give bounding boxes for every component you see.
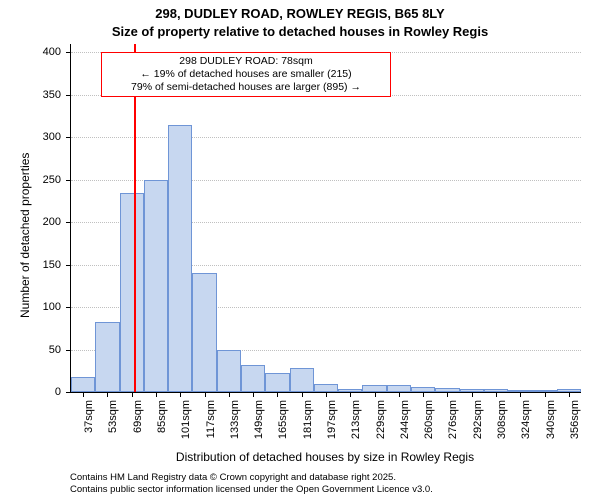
x-tick-mark [423, 392, 424, 397]
histogram-bar [290, 368, 314, 392]
x-tick-mark [520, 392, 521, 397]
y-tick-label: 250 [43, 174, 71, 186]
x-tick-mark [302, 392, 303, 397]
y-tick-label: 300 [43, 131, 71, 143]
x-tick-mark [107, 392, 108, 397]
x-tick-label: 356sqm [569, 400, 581, 439]
x-tick-mark [545, 392, 546, 397]
x-tick-label: 69sqm [132, 400, 144, 433]
x-tick-mark [350, 392, 351, 397]
chart-title-line1: 298, DUDLEY ROAD, ROWLEY REGIS, B65 8LY [0, 6, 600, 21]
histogram-bar [362, 385, 386, 392]
x-tick-label: 260sqm [423, 400, 435, 439]
y-axis-label: Number of detached properties [18, 153, 32, 318]
annotation-line: 298 DUDLEY ROAD: 78sqm [108, 55, 384, 68]
histogram-bar [387, 385, 411, 392]
x-tick-label: 133sqm [229, 400, 241, 439]
x-tick-label: 276sqm [447, 400, 459, 439]
y-tick-label: 0 [55, 386, 71, 398]
x-tick-mark [399, 392, 400, 397]
histogram-bar [168, 125, 192, 392]
x-tick-mark [375, 392, 376, 397]
x-tick-mark [180, 392, 181, 397]
plot-area: 05010015020025030035040037sqm53sqm69sqm8… [70, 44, 581, 393]
x-tick-label: 165sqm [277, 400, 289, 439]
x-tick-mark [83, 392, 84, 397]
histogram-bar [71, 377, 95, 392]
chart-title-line2: Size of property relative to detached ho… [0, 24, 600, 39]
x-tick-label: 244sqm [399, 400, 411, 439]
histogram-bar [217, 350, 241, 392]
histogram-bar [241, 365, 265, 392]
x-tick-mark [205, 392, 206, 397]
x-tick-mark [326, 392, 327, 397]
x-tick-mark [447, 392, 448, 397]
x-tick-mark [253, 392, 254, 397]
y-tick-label: 200 [43, 216, 71, 228]
x-tick-label: 308sqm [496, 400, 508, 439]
histogram-bar [192, 273, 216, 392]
x-tick-mark [156, 392, 157, 397]
x-tick-label: 85sqm [156, 400, 168, 433]
x-tick-label: 324sqm [520, 400, 532, 439]
x-axis-label: Distribution of detached houses by size … [70, 450, 580, 464]
x-tick-label: 181sqm [302, 400, 314, 439]
chart-container: 298, DUDLEY ROAD, ROWLEY REGIS, B65 8LY … [0, 0, 600, 500]
x-tick-label: 117sqm [205, 400, 217, 438]
y-tick-label: 100 [43, 301, 71, 313]
x-tick-mark [132, 392, 133, 397]
x-tick-label: 101sqm [180, 400, 192, 439]
x-tick-label: 197sqm [326, 400, 338, 439]
grid-line [71, 137, 581, 138]
histogram-bar [314, 384, 338, 392]
x-tick-label: 37sqm [83, 400, 95, 433]
y-tick-label: 150 [43, 259, 71, 271]
x-tick-label: 292sqm [472, 400, 484, 439]
x-tick-label: 213sqm [350, 400, 362, 439]
footer-attribution: Contains HM Land Registry data © Crown c… [70, 472, 433, 496]
annotation-line: ← 19% of detached houses are smaller (21… [108, 68, 384, 81]
y-tick-label: 50 [49, 344, 71, 356]
annotation-line: 79% of semi-detached houses are larger (… [108, 81, 384, 94]
x-tick-label: 340sqm [545, 400, 557, 439]
histogram-bar [265, 373, 289, 392]
x-tick-mark [569, 392, 570, 397]
x-tick-mark [472, 392, 473, 397]
histogram-bar [120, 193, 144, 392]
x-tick-label: 229sqm [375, 400, 387, 439]
x-tick-label: 149sqm [253, 400, 265, 439]
y-tick-label: 350 [43, 89, 71, 101]
x-tick-label: 53sqm [107, 400, 119, 433]
y-tick-label: 400 [43, 46, 71, 58]
histogram-bar [144, 180, 168, 392]
x-tick-mark [496, 392, 497, 397]
annotation-box: 298 DUDLEY ROAD: 78sqm← 19% of detached … [101, 52, 391, 97]
x-tick-mark [229, 392, 230, 397]
footer-line-2: Contains public sector information licen… [70, 484, 433, 496]
footer-line-1: Contains HM Land Registry data © Crown c… [70, 472, 433, 484]
histogram-bar [95, 322, 119, 392]
x-tick-mark [277, 392, 278, 397]
